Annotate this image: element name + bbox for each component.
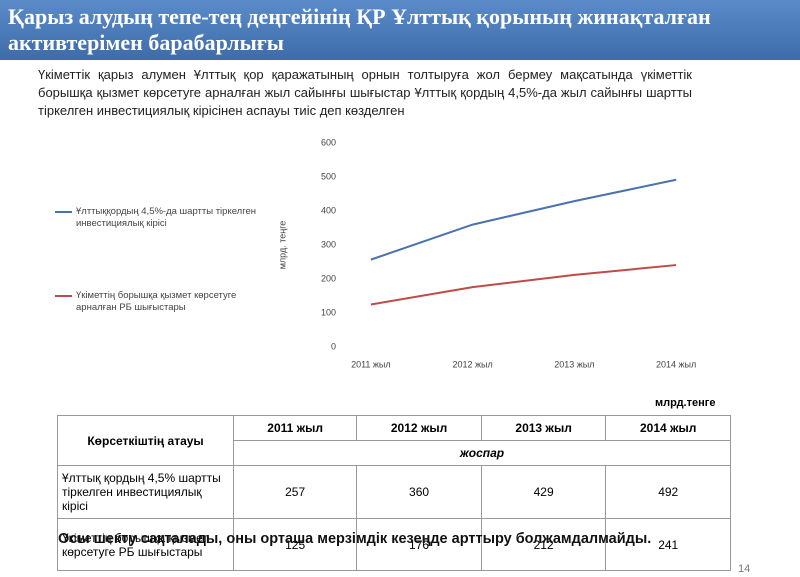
cell: 125 [232, 518, 358, 571]
legend-label: Үкіметтің борышқа қызмет көрсетуге арнал… [76, 290, 237, 313]
chart: 0 100 200 300 400 500 600 млрд. теңге 2011 жыл 20… [55, 137, 696, 369]
legend-label: Ұлттыққордың 4,5%-да шартты тіркелген ин… [76, 206, 257, 229]
header-cell: 2013 жыл [480, 415, 607, 441]
table-unit: млрд.тенге [655, 397, 716, 409]
y-axis-label: млрд. теңге [277, 221, 287, 270]
y-tick-label: 0 [331, 341, 336, 351]
y-tick-label: 200 [321, 273, 336, 283]
x-tick-label: 2014 жыл [656, 359, 696, 369]
cell: 492 [605, 465, 731, 519]
intro-text: Үкіметтік қарыз алумен Ұлттық қор қаража… [38, 67, 692, 118]
y-tick-label: 100 [321, 307, 336, 317]
cell: 241 [605, 518, 731, 571]
page-number: 14 [738, 563, 751, 575]
header-cell: 2012 жыл [356, 415, 482, 441]
cell: 257 [232, 465, 358, 519]
y-tick-label: 600 [321, 137, 336, 147]
series-line [370, 264, 677, 306]
y-tick-label: 300 [321, 239, 336, 249]
cell: 176 [356, 518, 482, 571]
cell: 360 [356, 465, 482, 519]
data-table: Көрсеткіштің атауы 2011 жыл 2012 жыл 201… [57, 415, 731, 571]
x-tick-label: 2011 жыл [351, 359, 391, 369]
subheader-cell: жоспар [233, 440, 731, 466]
note-text: Осы шекту сақталады, оны орташа мерзімді… [58, 531, 652, 547]
x-tick-label: 2013 жыл [554, 359, 594, 369]
row-label: Үкіметтің борышқа қызмет көрсетуге РБ шы… [57, 518, 234, 571]
cell: 429 [480, 465, 607, 519]
header-cell: Көрсеткіштің атауы [57, 415, 234, 466]
cell: 212 [480, 518, 607, 571]
series-line [370, 178, 677, 261]
slide-title: Қарыз алудың тепе-тең деңгейінің ҚР Ұлтт… [0, 0, 800, 60]
x-tick-label: 2012 жыл [452, 359, 492, 369]
header-cell: 2014 жыл [605, 415, 731, 441]
y-tick-label: 500 [321, 171, 336, 181]
row-label: Ұлттық қордың 4,5% шартты тіркелген инве… [57, 465, 234, 519]
y-tick-label: 400 [321, 205, 336, 215]
header-cell: 2011 жыл [232, 415, 358, 441]
